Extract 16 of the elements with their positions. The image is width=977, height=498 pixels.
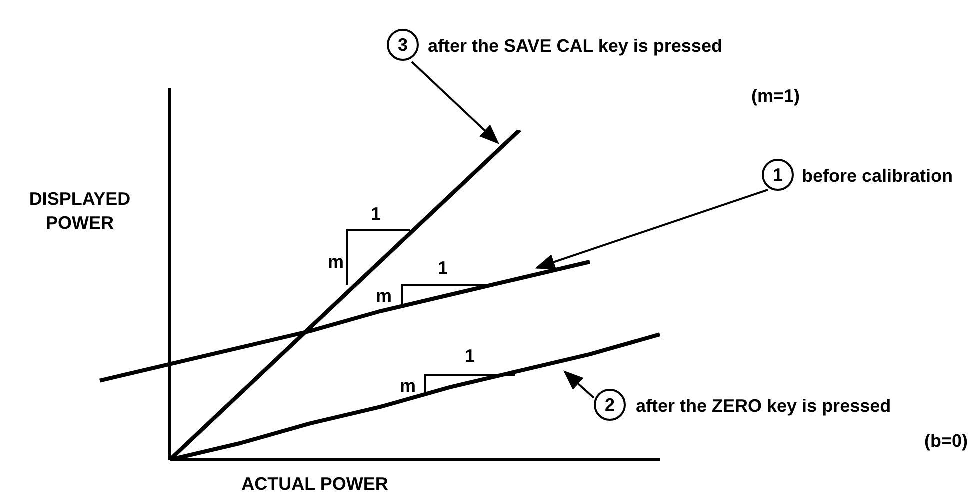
annotation: m [328,252,344,272]
annotation: m [400,376,416,396]
annotation: 1 [370,204,382,224]
annotation: m [376,286,392,306]
annotation: 1 [438,258,448,278]
text: (m=1) [751,86,800,106]
text: 3 [398,35,408,55]
x-axis-title: ACTUAL POWER [242,474,388,494]
text: before calibration [802,166,954,186]
annotation: after the ZERO key is pressed [636,396,892,416]
annotation: 1 [464,346,476,366]
text: 1 [772,165,784,185]
y-axis-title: DISPLAYED POWER [29,189,131,233]
text: (b=0) [924,431,968,451]
annotation: 2 [604,395,616,415]
text: after the SAVE CAL key is pressed [428,36,722,56]
